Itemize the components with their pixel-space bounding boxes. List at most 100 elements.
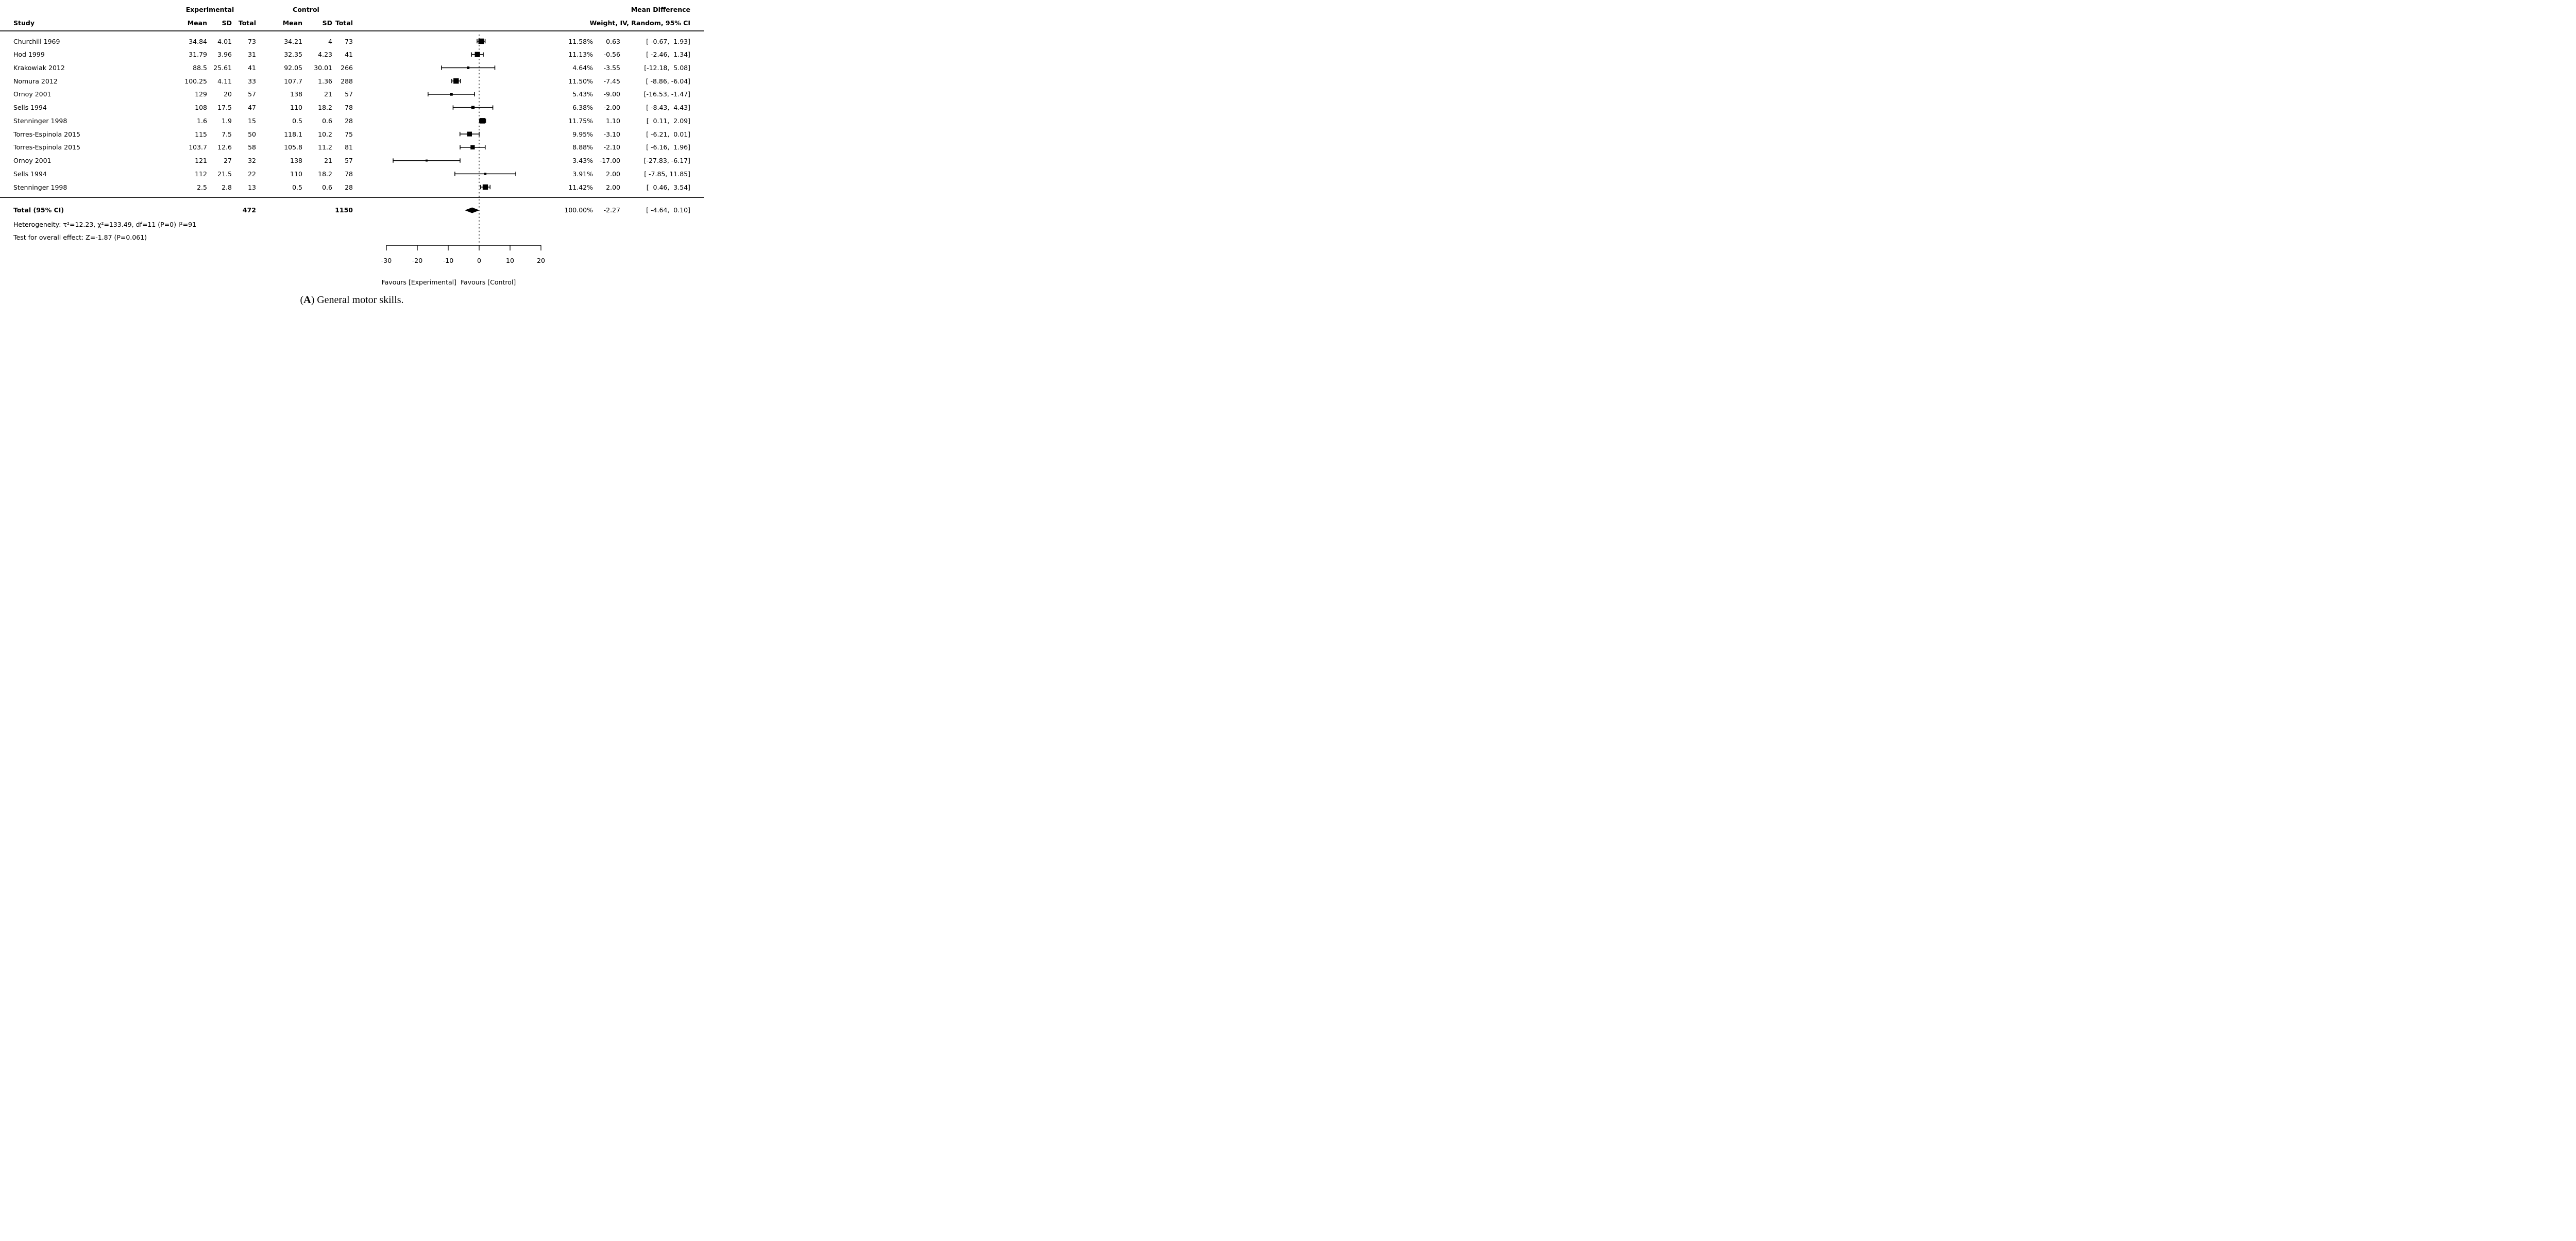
study-name: Ornoy 2001	[13, 90, 52, 98]
exp-mean: 1.6	[197, 116, 207, 125]
exp-total: 13	[248, 183, 256, 191]
study-name: Stenninger 1998	[13, 116, 67, 125]
exp-sd: 20	[224, 90, 232, 98]
exp-mean: 2.5	[197, 183, 207, 191]
ctrl-sd: 10.2	[318, 130, 332, 138]
effect-square	[474, 52, 480, 57]
md-ci: [ -8.86, -6.04]	[646, 77, 690, 85]
caption-open-paren: (	[300, 294, 304, 306]
ctrl-sd: 18.2	[318, 104, 332, 112]
md-ci: [ 0.46, 3.54]	[646, 183, 690, 191]
weight: 11.42%	[568, 183, 593, 191]
md-estimate: 2.00	[606, 183, 620, 191]
ctrl-mean: 138	[290, 157, 302, 164]
exp-sd: 1.9	[222, 116, 232, 125]
ctrl-sd: 4.23	[318, 51, 332, 59]
heterogeneity-stats: Heterogeneity: τ²=12.23, χ²=133.49, df=1…	[13, 221, 197, 228]
ctrl-sd: 4	[328, 37, 332, 45]
ctrl-sd: 11.2	[318, 143, 332, 152]
md-ci: [-16.53, -1.47]	[643, 90, 690, 98]
study-name: Nomura 2012	[13, 77, 58, 85]
exp-sd: 2.8	[222, 183, 232, 191]
total-ci: [ -4.64, 0.10]	[646, 206, 690, 214]
study-name: Hod 1999	[13, 51, 45, 59]
md-ci: [ -6.16, 1.96]	[646, 143, 690, 152]
exp-mean: 31.79	[189, 51, 207, 59]
study-name: Ornoy 2001	[13, 157, 52, 164]
effect-square	[470, 145, 475, 149]
ctrl-total: 266	[341, 64, 353, 72]
ctrl-total: 75	[345, 130, 353, 138]
exp-mean-header: Mean	[187, 19, 207, 27]
ctrl-sd: 1.36	[318, 77, 332, 85]
study-name: Sells 1994	[13, 170, 47, 178]
study-name: Stenninger 1998	[13, 183, 67, 191]
effect-square	[480, 118, 485, 124]
ctrl-mean: 105.8	[284, 143, 302, 152]
ctrl-sd: 21	[324, 157, 332, 164]
ctrl-mean: 32.35	[284, 51, 302, 59]
exp-total: 73	[248, 37, 256, 45]
md-estimate: -9.00	[603, 90, 620, 98]
weight: 11.58%	[568, 37, 593, 45]
md-ci: [-27.83, -6.17]	[643, 157, 690, 164]
exp-total-header: Total	[238, 19, 256, 27]
ctrl-sd: 18.2	[318, 170, 332, 178]
ctrl-total: 41	[345, 51, 353, 59]
md-estimate: -17.00	[599, 157, 620, 164]
ctrl-sd: 0.6	[322, 116, 332, 125]
exp-sd-header: SD	[222, 19, 232, 27]
exp-sd: 4.01	[217, 37, 232, 45]
axis-tick-label: -30	[381, 257, 392, 264]
ctrl-total: 288	[341, 77, 353, 85]
study-name: Krakowiak 2012	[13, 64, 65, 72]
weight: 3.91%	[572, 170, 593, 178]
weight-ci-column-header: Weight, IV, Random, 95% CI	[589, 19, 690, 27]
md-ci: [ -0.67, 1.93]	[646, 37, 690, 45]
md-estimate: -2.10	[603, 143, 620, 152]
exp-mean: 121	[195, 157, 207, 164]
weight: 11.75%	[568, 116, 593, 125]
exp-mean: 88.5	[193, 64, 207, 72]
weight: 8.88%	[572, 143, 593, 152]
exp-sd: 25.61	[213, 64, 232, 72]
md-estimate: -3.10	[603, 130, 620, 138]
weight: 3.43%	[572, 157, 593, 164]
md-estimate: -0.56	[603, 51, 620, 59]
md-estimate: -7.45	[603, 77, 620, 85]
caption-panel-letter: A	[303, 294, 311, 306]
ctrl-total: 78	[345, 170, 353, 178]
md-estimate: -2.00	[603, 104, 620, 112]
ctrl-mean: 92.05	[284, 64, 302, 72]
favours-experimental-label: Favours [Experimental]	[381, 278, 456, 286]
ctrl-total: 78	[345, 104, 353, 112]
effect-square	[478, 38, 484, 44]
weight: 5.43%	[572, 90, 593, 98]
effect-square	[450, 93, 453, 96]
exp-total: 32	[248, 157, 256, 164]
favours-control-label: Favours [Control]	[461, 278, 516, 286]
ctrl-mean-header: Mean	[282, 19, 302, 27]
mean-difference-header: Mean Difference	[631, 6, 690, 13]
ctrl-mean: 34.21	[284, 37, 302, 45]
effect-square	[484, 173, 487, 175]
effect-square	[467, 66, 470, 69]
study-name: Torres-Espinola 2015	[13, 130, 80, 138]
md-ci: [ -8.43, 4.43]	[646, 104, 690, 112]
exp-total: 58	[248, 143, 256, 152]
md-estimate: 1.10	[606, 116, 620, 125]
exp-sd: 4.11	[217, 77, 232, 85]
weight: 11.50%	[568, 77, 593, 85]
effect-square	[471, 106, 475, 109]
exp-sd: 27	[224, 157, 232, 164]
study-column-header: Study	[13, 19, 35, 27]
ctrl-total: 57	[345, 90, 353, 98]
ctrl-sd: 21	[324, 90, 332, 98]
ctrl-mean: 107.7	[284, 77, 302, 85]
total-weight: 100.00%	[564, 206, 593, 214]
effect-square	[426, 159, 428, 162]
figure-caption: (A) General motor skills.	[0, 294, 704, 306]
ctrl-mean: 110	[290, 170, 302, 178]
ctrl-total: 73	[345, 37, 353, 45]
header-separator-line	[0, 30, 704, 31]
